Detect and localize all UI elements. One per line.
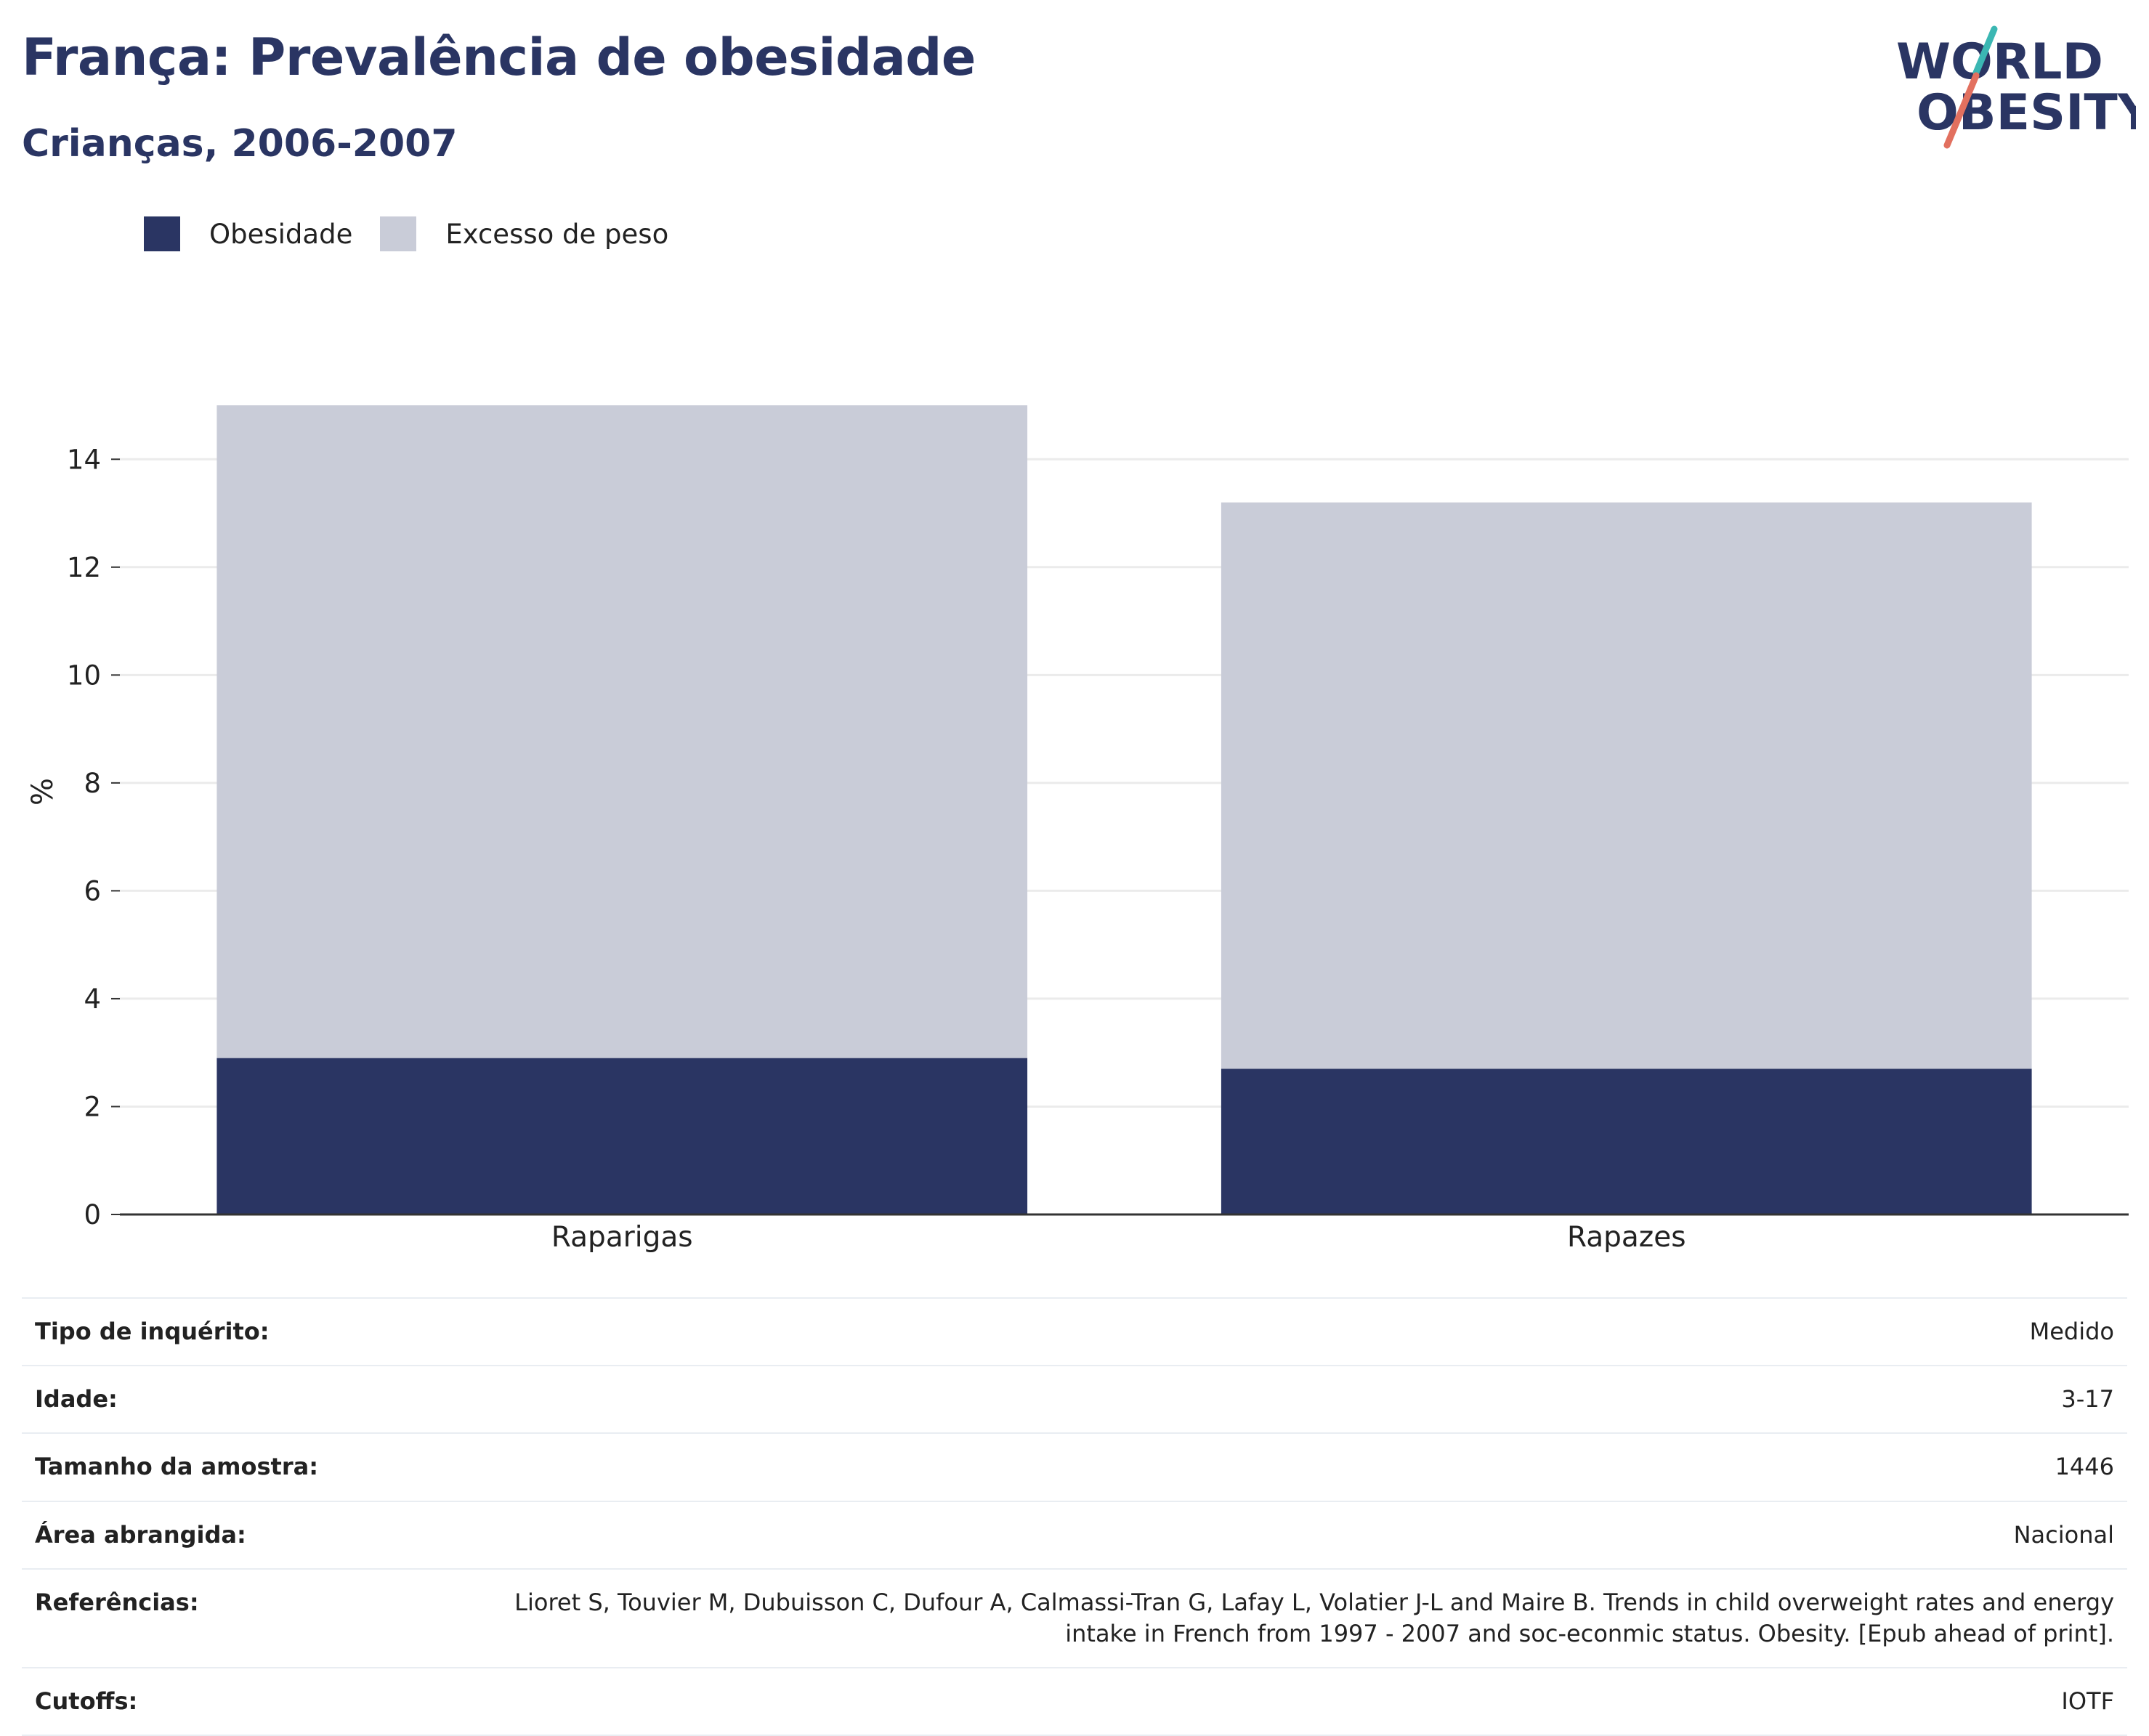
info-value: Nacional [455,1500,2127,1569]
legend-label-obesidade: Obesidade [209,218,353,250]
bar-excesso-de-peso-1[interactable] [1221,502,2032,1069]
chart-axes: 0 2 4 6 8 10 12 14 Raparigas Rapazes [67,444,2129,1254]
bar-obesidade-1[interactable] [1221,1068,2032,1214]
info-label: Cutoffs: [22,1667,455,1736]
y-tick-label: 0 [84,1199,101,1230]
bar-chart: 0 2 4 6 8 10 12 14 Raparigas Rapazes % [26,405,2129,1254]
legend-label-excesso-de-peso: Excesso de peso [445,218,669,250]
legend-swatch-excesso-de-peso [380,216,417,251]
logo-line-world: WORLD [1896,33,2103,91]
x-tick-label: Raparigas [551,1221,693,1254]
x-tick-label: Rapazes [1567,1221,1686,1254]
page-subtitle: Crianças, 2006-2007 [22,122,458,166]
legend-item-excesso-de-peso[interactable]: Excesso de peso [380,216,668,251]
info-value: IOTF [455,1667,2127,1736]
logo-accent-teal [1972,25,1998,76]
info-label: Tamanho da amostra: [22,1432,455,1501]
survey-info-table: Tipo de inquérito: Medido Idade: 3-17 Tamanh… [22,1297,2127,1736]
info-label: Tipo de inquérito: [22,1297,455,1366]
chart-legend: Obesidade Excesso de peso [144,216,696,251]
legend-swatch-obesidade [144,216,180,251]
info-label: Área abrangida: [22,1500,455,1569]
logo-accent-coral [1943,72,1980,149]
info-row: Tipo de inquérito: Medido [22,1297,2127,1366]
legend-item-obesidade[interactable]: Obesidade [144,216,352,251]
y-tick-label: 6 [84,875,101,906]
info-row: Cutoffs: IOTF [22,1667,2127,1736]
y-tick-label: 12 [67,552,101,583]
bar-obesidade-0[interactable] [216,1058,1028,1214]
y-tick-label: 4 [84,983,101,1015]
y-tick-label: 14 [67,444,101,475]
info-value: Medido [455,1297,2127,1366]
info-label: Idade: [22,1365,455,1434]
chart-bars [216,405,2032,1214]
world-obesity-logo: WORLD OBESITY [1896,25,2136,149]
info-label: Referências: [22,1567,455,1668]
info-row: Referências: Lioret S, Touvier M, Dubuiss… [22,1567,2127,1668]
info-row: Tamanho da amostra: 1446 [22,1432,2127,1501]
info-row: Idade: 3-17 [22,1365,2127,1434]
info-row: Área abrangida: Nacional [22,1500,2127,1569]
info-value: Lioret S, Touvier M, Dubuisson C, Dufour… [455,1567,2127,1668]
y-axis-label: % [26,778,60,806]
y-tick-label: 10 [67,660,101,691]
y-tick-label: 8 [84,768,101,799]
info-value: 3-17 [455,1365,2127,1434]
y-tick-label: 2 [84,1091,101,1122]
info-value: 1446 [455,1432,2127,1501]
bar-excesso-de-peso-0[interactable] [216,405,1028,1058]
page-title: França: Prevalência de obesidade [22,28,976,87]
